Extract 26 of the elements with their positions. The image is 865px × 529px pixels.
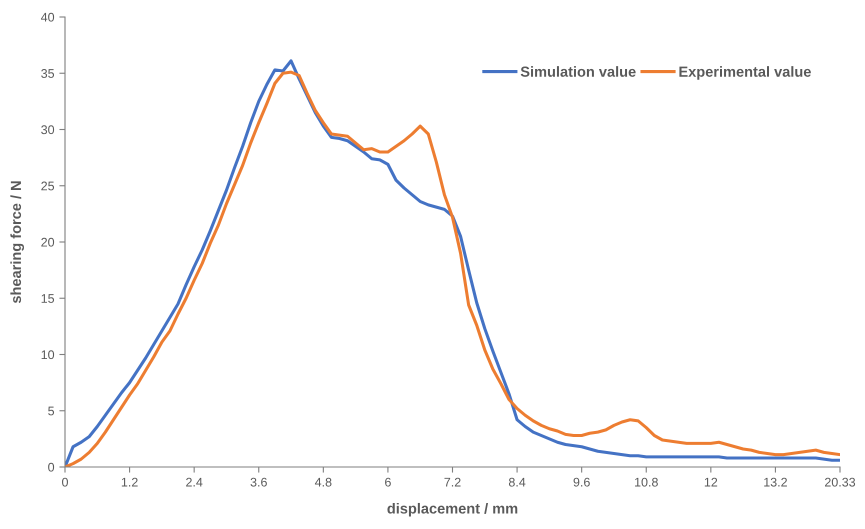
y-axis-title: shearing force / N [10, 181, 24, 304]
y-tick-label: 25 [41, 182, 54, 190]
x-tick-label: 8.4 [508, 478, 526, 487]
x-tick-label: 12 [704, 478, 718, 486]
y-tick-label: 30 [41, 125, 54, 134]
x-tick-label: 1.2 [122, 478, 138, 486]
legend-label: Experimental value [679, 66, 811, 80]
x-tick-label: 6 [385, 478, 391, 487]
x-axis-title: displacement / mm [387, 502, 518, 517]
y-tick-label: 40 [40, 12, 54, 22]
x-tick-label: 4.8 [314, 478, 332, 487]
x-tick-label: 20.33 [824, 478, 856, 487]
x-tick-label: 10.8 [635, 478, 658, 487]
x-tick-label: 9.6 [574, 478, 590, 487]
x-tick-label: 3.6 [250, 478, 267, 487]
y-tick-label: 15 [42, 294, 54, 303]
y-tick-label: 10 [42, 350, 54, 360]
x-tick-label: 2.4 [186, 478, 202, 486]
y-tick-label: 35 [41, 69, 54, 78]
y-tick-label: 0 [48, 462, 54, 472]
legend-label: Simulation value [520, 66, 636, 77]
x-tick-label: 0 [62, 478, 68, 487]
x-tick-label: 7.2 [444, 478, 461, 486]
y-tick-label: 20 [41, 238, 54, 247]
y-tick-label: 5 [48, 406, 54, 416]
x-tick-label: 13.2 [764, 478, 787, 487]
